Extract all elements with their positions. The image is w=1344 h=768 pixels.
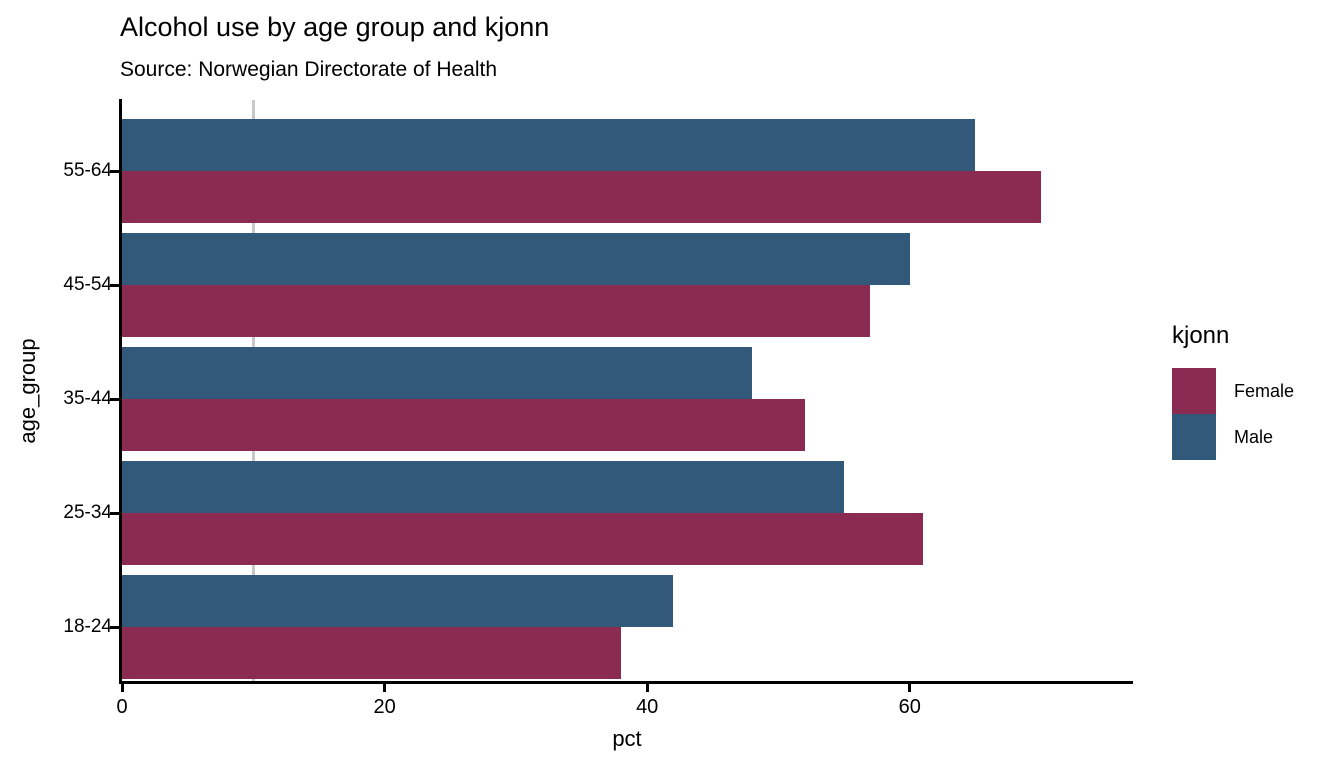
x-tick xyxy=(120,684,124,692)
legend-swatch-female xyxy=(1172,368,1216,414)
y-tick xyxy=(110,169,119,173)
legend-swatch-male xyxy=(1172,414,1216,460)
y-tick xyxy=(110,283,119,287)
bar-25-34-male xyxy=(122,461,845,513)
chart-subtitle: Source: Norwegian Directorate of Health xyxy=(120,58,498,81)
bar-35-44-female xyxy=(122,399,805,451)
bar-35-44-male xyxy=(122,347,753,399)
x-axis-line xyxy=(119,681,1133,684)
y-tick-label: 45-54 xyxy=(63,274,112,295)
x-tick xyxy=(908,684,912,692)
plot-panel xyxy=(122,100,1133,682)
x-tick-label: 60 xyxy=(898,696,921,718)
legend-item-male: Male xyxy=(1172,414,1294,460)
legend: kjonn Female Male xyxy=(1172,322,1294,460)
x-tick xyxy=(383,684,387,692)
bar-55-64-male xyxy=(122,119,976,171)
bar-45-54-male xyxy=(122,233,910,285)
legend-item-female: Female xyxy=(1172,368,1294,414)
y-axis-title: age_group xyxy=(15,338,40,444)
y-tick xyxy=(110,511,119,515)
y-tick-label: 25-34 xyxy=(63,502,112,523)
bar-45-54-female xyxy=(122,285,871,337)
bar-18-24-male xyxy=(122,575,674,627)
y-axis-line xyxy=(119,99,122,684)
chart-title: Alcohol use by age group and kjonn xyxy=(120,12,550,42)
x-tick-label: 20 xyxy=(373,696,396,718)
y-tick xyxy=(110,625,119,629)
legend-items: Female Male xyxy=(1172,368,1294,460)
x-tick-label: 0 xyxy=(116,696,128,718)
bar-25-34-female xyxy=(122,513,923,565)
x-tick xyxy=(645,684,649,692)
y-tick-label: 55-64 xyxy=(63,160,112,181)
bar-55-64-female xyxy=(122,171,1042,223)
legend-label: Male xyxy=(1234,426,1274,447)
bar-18-24-female xyxy=(122,627,621,679)
legend-label: Female xyxy=(1234,380,1295,401)
y-tick-label: 18-24 xyxy=(63,616,112,637)
y-tick xyxy=(110,397,119,401)
x-tick-label: 40 xyxy=(636,696,659,718)
legend-title: kjonn xyxy=(1172,322,1230,349)
y-tick-label: 35-44 xyxy=(63,388,112,409)
x-axis-title: pct xyxy=(612,726,642,751)
